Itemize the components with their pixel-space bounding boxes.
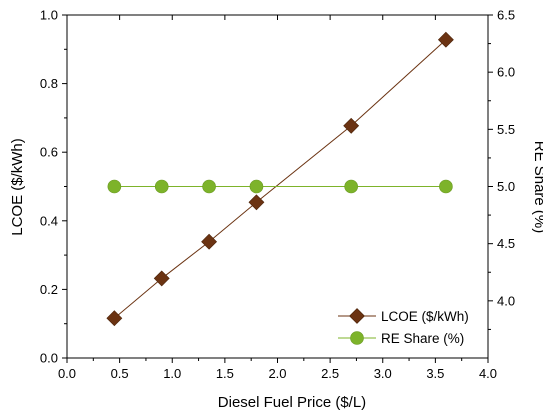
legend: LCOE ($/kWh) RE Share (%) (338, 308, 469, 346)
x-tick-label: 4.0 (479, 366, 497, 381)
y-axis-title: LCOE ($/kWh) (9, 138, 26, 236)
x-tick-label: 2.0 (268, 366, 286, 381)
x-tick-label: 0.5 (111, 366, 129, 381)
re-share-point (154, 179, 169, 194)
x-tick-label: 1.5 (216, 366, 234, 381)
ticks: 0.0 0.5 1.0 1.5 2.0 2.5 3.0 3.5 4.0 0.0 0.2 0.4 0.6 0… (40, 8, 515, 382)
x-tick-label: 3.0 (374, 366, 392, 381)
y2-tick-label: 5.0 (497, 179, 515, 194)
y2-tick-label: 6.5 (497, 8, 515, 23)
lcoe-point (248, 194, 265, 211)
legend-label: LCOE ($/kWh) (381, 309, 469, 324)
x-tick-label: 0.0 (58, 366, 76, 381)
series-1 (107, 179, 453, 194)
re-share-point (249, 179, 264, 194)
legend-label: RE Share (%) (381, 331, 464, 346)
y-tick-label: 0.8 (40, 76, 58, 91)
y-tick-label: 1.0 (40, 8, 58, 23)
series-layer (106, 31, 454, 327)
series-0 (106, 31, 454, 327)
y-tick-label: 0.0 (40, 351, 58, 366)
lcoe-point (201, 233, 218, 250)
y-tick-label: 0.2 (40, 282, 58, 297)
lcoe-point (153, 270, 170, 287)
x-tick-label: 2.5 (321, 366, 339, 381)
legend-swatch-marker (350, 331, 364, 345)
re-share-point (439, 179, 453, 194)
re-share-point (107, 179, 122, 194)
y2-tick-label: 4.0 (497, 293, 515, 308)
series-line (114, 39, 447, 319)
y2-tick-label: 4.5 (497, 236, 515, 251)
y2-axis-title: RE Share (%) (531, 141, 543, 234)
lcoe-point (437, 31, 454, 48)
x-axis-title: Diesel Fuel Price ($/L) (218, 394, 366, 411)
y-tick-label: 0.6 (40, 145, 58, 160)
y2-tick-label: 5.5 (497, 122, 515, 137)
lcoe-point (343, 117, 360, 134)
lcoe-point (106, 310, 123, 327)
x-tick-label: 1.0 (163, 366, 181, 381)
re-share-point (202, 179, 216, 194)
y-tick-label: 0.4 (40, 213, 58, 228)
y2-tick-label: 6.0 (497, 65, 515, 80)
re-share-point (344, 179, 358, 194)
legend-swatch-marker (349, 308, 365, 324)
x-tick-label: 3.5 (426, 366, 444, 381)
